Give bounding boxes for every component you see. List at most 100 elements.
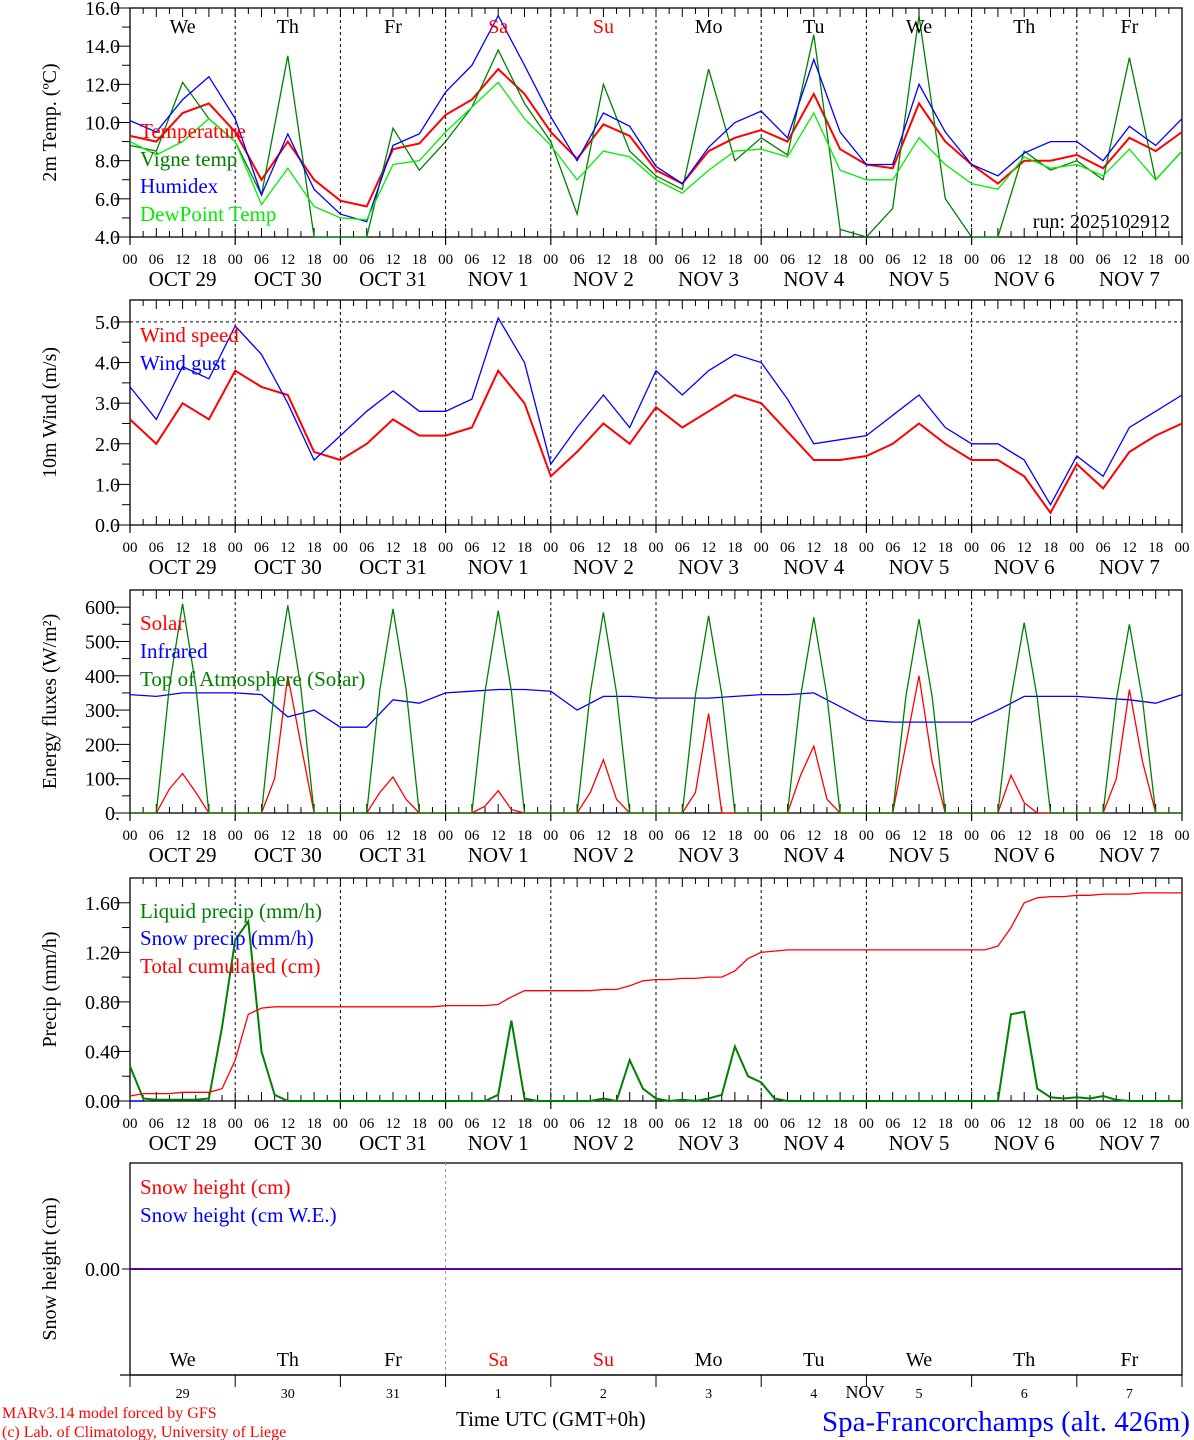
x-tick-label: 12: [1122, 828, 1137, 844]
x-tick-label: 00: [123, 828, 138, 844]
x-tick-label: 18: [622, 252, 637, 268]
x-tick-label: 06: [464, 1116, 480, 1132]
x-date-label: NOV 4: [783, 1131, 844, 1155]
legend-entry: Total cumulated (cm): [140, 954, 320, 978]
legend-entry: Snow height (cm W.E.): [140, 1203, 337, 1227]
day-number-label: 7: [1126, 1387, 1133, 1402]
day-number-label: 2: [600, 1387, 607, 1402]
x-tick-label: 00: [333, 540, 348, 556]
x-tick-label: 18: [1148, 828, 1163, 844]
x-tick-label: 00: [123, 540, 138, 556]
weekday-label: Tu: [803, 16, 825, 38]
x-tick-label: 12: [491, 828, 506, 844]
x-tick-label: 06: [149, 1116, 165, 1132]
legend-entry: Temperature: [140, 119, 246, 143]
x-tick-label: 06: [675, 828, 691, 844]
y-tick-label: 0.0: [95, 515, 120, 537]
x-tick-label: 18: [727, 828, 742, 844]
x-tick-label: 12: [175, 540, 190, 556]
x-tick-label: 18: [1148, 1116, 1163, 1132]
y-tick-label: 1.0: [95, 474, 120, 496]
day-number-label: 30: [281, 1387, 295, 1402]
x-tick-label: 12: [1017, 828, 1032, 844]
y-axis-label: Snow height (cm): [39, 1197, 61, 1340]
x-tick-label: 06: [254, 540, 270, 556]
time-axis-label: Time UTC (GMT+0h): [456, 1407, 646, 1431]
x-tick-label: 06: [1096, 1116, 1112, 1132]
x-tick-label: 12: [175, 1116, 190, 1132]
x-tick-label: 00: [964, 252, 979, 268]
x-tick-label: 06: [990, 1116, 1006, 1132]
legend-entry: Wind gust: [140, 351, 226, 375]
weekday-label: Th: [1013, 1349, 1035, 1371]
weekday-label: Fr: [384, 1349, 402, 1371]
x-tick-label: 00: [438, 540, 453, 556]
y-tick-label: 1.20: [85, 942, 120, 964]
x-date-label: NOV 5: [889, 843, 950, 867]
x-tick-label: 06: [1096, 252, 1112, 268]
x-tick-label: 06: [570, 252, 586, 268]
x-date-label: NOV 2: [573, 843, 634, 867]
x-tick-label: 06: [149, 540, 165, 556]
x-date-label: OCT 31: [359, 267, 427, 291]
x-tick-label: 18: [307, 828, 322, 844]
series-line-liquid-precip-mm-h-: [129, 918, 1182, 1103]
x-tick-label: 12: [596, 828, 611, 844]
x-tick-label: 12: [386, 828, 401, 844]
day-number-label: 3: [705, 1387, 712, 1402]
x-tick-label: 12: [596, 540, 611, 556]
x-tick-label: 06: [780, 1116, 796, 1132]
x-tick-label: 18: [833, 1116, 848, 1132]
weekday-label: Th: [277, 16, 299, 38]
x-tick-label: 18: [938, 1116, 953, 1132]
x-tick-label: 00: [1069, 540, 1084, 556]
x-tick-label: 06: [149, 828, 165, 844]
x-tick-label: 06: [885, 1116, 901, 1132]
x-tick-label: 00: [228, 252, 243, 268]
model-credit: MARv3.14 model forced by GFS: [2, 1405, 217, 1422]
x-date-label: NOV 6: [994, 843, 1055, 867]
legend-entry: Infrared: [140, 639, 208, 663]
x-tick-label: 06: [885, 828, 901, 844]
x-tick-label: 06: [780, 540, 796, 556]
x-tick-label: 06: [990, 252, 1006, 268]
x-tick-label: 06: [990, 540, 1006, 556]
day-number-label: 29: [176, 1387, 190, 1402]
x-tick-label: 00: [649, 252, 664, 268]
x-tick-label: 00: [333, 828, 348, 844]
series-line-infrared: [129, 688, 1183, 728]
x-tick-label: 00: [1069, 1116, 1084, 1132]
y-tick-label: 0.: [105, 803, 120, 825]
plot-frame: [129, 299, 1183, 526]
x-tick-label: 18: [412, 252, 427, 268]
legend-entry: Solar: [140, 611, 184, 635]
x-date-label: OCT 31: [359, 843, 427, 867]
x-tick-label: 00: [1069, 828, 1084, 844]
legend-entry: Vigne temp: [140, 147, 237, 171]
x-tick-label: 06: [149, 252, 165, 268]
x-tick-label: 00: [228, 540, 243, 556]
x-tick-label: 00: [438, 828, 453, 844]
series-line-total-cumulated-cm-: [129, 892, 1182, 1097]
x-tick-label: 12: [280, 540, 295, 556]
day-number-label: 1: [495, 1387, 502, 1402]
panel-3: [114, 589, 1183, 821]
x-tick-label: 12: [386, 1116, 401, 1132]
x-tick-label: 18: [517, 1116, 532, 1132]
series-line-humidex: [129, 14, 1183, 223]
x-tick-label: 12: [386, 252, 401, 268]
x-date-label: OCT 30: [254, 555, 322, 579]
y-axis-label: 10m Wind (m/s): [39, 347, 61, 478]
x-date-label: NOV 6: [994, 267, 1055, 291]
day-number-label: 31: [386, 1387, 400, 1402]
weekday-label: Fr: [384, 16, 402, 38]
x-tick-label: 18: [307, 540, 322, 556]
station-title: Spa-Francorchamps (alt. 426m): [822, 1406, 1190, 1438]
x-tick-label: 12: [596, 252, 611, 268]
x-tick-label: 00: [123, 1116, 138, 1132]
weekday-label: Mo: [695, 16, 723, 38]
run-annotation: run: 2025102912: [1033, 211, 1170, 233]
x-tick-label: 06: [464, 540, 480, 556]
y-tick-label: 500.: [85, 631, 120, 653]
